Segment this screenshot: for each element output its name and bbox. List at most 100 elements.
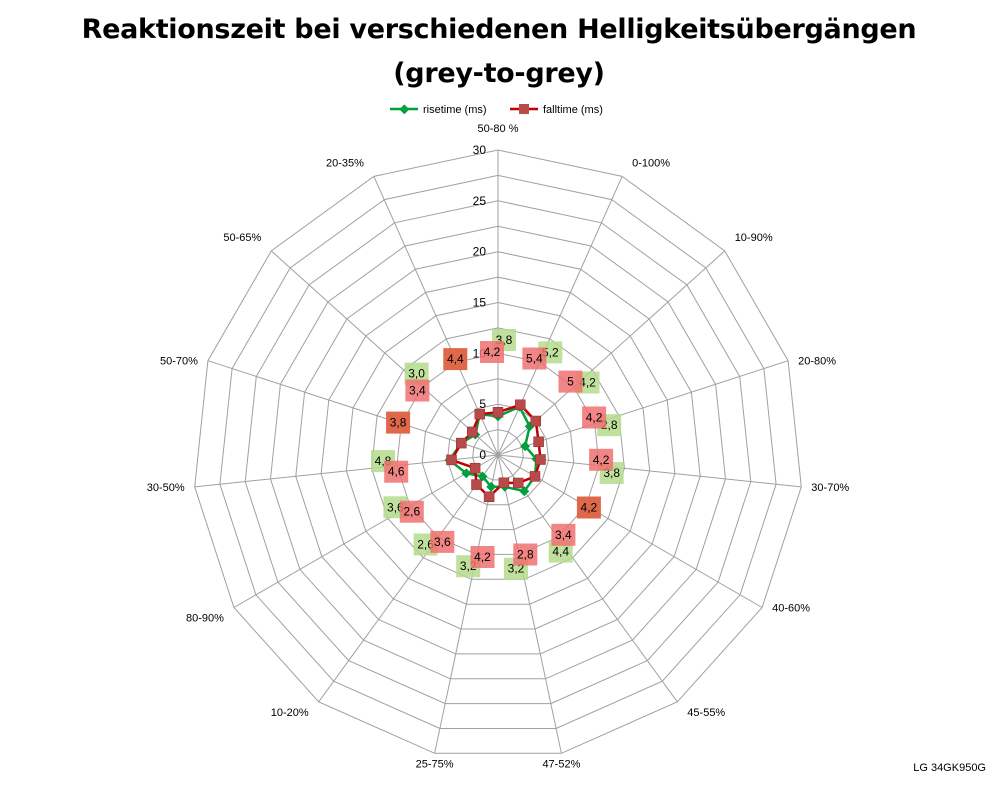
- legend-marker: [399, 104, 410, 115]
- data-point: [471, 479, 482, 490]
- grid-spoke: [497, 360, 789, 456]
- data-label: 4,2: [586, 411, 603, 425]
- data-label-bg: [384, 460, 409, 483]
- grid-spoke: [207, 360, 499, 456]
- category-label: 10-20%: [271, 707, 309, 719]
- legend: risetime (ms) falltime (ms): [390, 104, 603, 116]
- grid-ring: [219, 174, 777, 729]
- data-label: 4,4: [447, 352, 464, 366]
- radial-tick-label: 20: [473, 245, 487, 259]
- data-label-bg: [589, 448, 614, 471]
- grid-spoke: [497, 454, 562, 754]
- legend-label: risetime (ms): [423, 104, 487, 116]
- data-point: [535, 454, 546, 465]
- radial-tick-label: 25: [473, 194, 487, 208]
- grid-ring: [421, 378, 575, 531]
- grid-ring: [371, 327, 625, 580]
- grid-spoke: [318, 454, 499, 703]
- data-label: 3,4: [409, 384, 426, 398]
- data-label: 2,8: [517, 548, 534, 562]
- grid-spoke: [497, 454, 802, 488]
- grid-spoke: [373, 176, 499, 456]
- category-labels: 50-80 % 0-100% 10-90% 20-80% 30-70% 40-60% 45-…: [147, 123, 850, 770]
- grid-ring: [295, 251, 701, 655]
- data-point: [483, 491, 495, 503]
- data-label: 2,6: [417, 538, 434, 552]
- data-label: 4,2: [581, 501, 598, 515]
- data-point: [533, 436, 544, 448]
- data-label-bg: [513, 543, 538, 566]
- data-point: [515, 399, 526, 411]
- chart-title-line-1: Reaktionszeit bei verschiedenen Helligke…: [81, 14, 917, 45]
- series-falltime: [446, 399, 546, 503]
- category-label: 10-90%: [735, 232, 773, 244]
- category-label: 50-70%: [160, 356, 198, 368]
- data-label-bg: [399, 500, 424, 523]
- data-label-bg: [386, 411, 411, 434]
- chart-title-line-2: (grey-to-grey): [393, 58, 605, 89]
- category-label: 20-80%: [798, 356, 836, 368]
- data-point: [456, 437, 467, 449]
- radial-tick-label: 5: [479, 397, 486, 411]
- data-label: 4,4: [552, 545, 569, 559]
- data-label-bg: [430, 530, 455, 553]
- grid-spoke: [497, 454, 763, 608]
- data-label: 4,2: [579, 376, 596, 390]
- data-label: 3,8: [390, 416, 407, 430]
- data-point: [529, 471, 541, 482]
- category-label: 30-50%: [147, 482, 185, 494]
- grid-spoke: [434, 454, 499, 754]
- category-label: 30-70%: [811, 482, 849, 494]
- data-label-bg: [404, 362, 429, 385]
- data-point: [519, 486, 530, 497]
- data-label-bg: [522, 347, 547, 370]
- grid-ring: [269, 225, 727, 680]
- grid-ring: [396, 352, 600, 555]
- grid-ring: [472, 429, 524, 481]
- legend-item-falltime: falltime (ms): [510, 104, 603, 116]
- data-label-bg: [443, 348, 468, 371]
- data-point: [469, 462, 481, 474]
- data-label-bg: [405, 379, 430, 402]
- grid-ring: [446, 403, 550, 506]
- category-label: 45-55%: [687, 707, 725, 719]
- grid-ring: [345, 301, 651, 605]
- data-label: 3,4: [555, 528, 572, 542]
- grid-ring: [320, 276, 676, 630]
- data-point: [486, 481, 497, 492]
- data-point: [474, 408, 486, 420]
- data-point: [461, 468, 472, 479]
- data-point: [530, 415, 542, 427]
- data-point: [520, 441, 531, 452]
- radar-grid: [194, 149, 802, 754]
- data-point: [446, 454, 457, 466]
- series-line: [450, 403, 542, 499]
- category-label: 50-65%: [223, 232, 261, 244]
- data-label: 4,2: [593, 453, 610, 467]
- data-label: 3,0: [408, 367, 425, 381]
- data-label: 2,6: [403, 505, 420, 519]
- data-label-bg: [582, 406, 607, 429]
- category-label: 0-100%: [632, 157, 670, 169]
- grid-ring: [244, 200, 752, 705]
- data-label-bg: [480, 341, 504, 363]
- category-label: 50-80 %: [478, 123, 519, 135]
- radial-tick-label: 30: [473, 143, 487, 157]
- category-label: 80-90%: [186, 613, 224, 625]
- radial-tick-label: 0: [479, 448, 486, 462]
- data-label-bg: [558, 370, 583, 393]
- legend-item-risetime: risetime (ms): [390, 104, 487, 116]
- data-label: 5,4: [526, 352, 543, 366]
- category-label: 47-52%: [542, 758, 580, 770]
- chart-title: Reaktionszeit bei verschiedenen Helligke…: [0, 8, 998, 96]
- data-label-bg: [551, 523, 576, 546]
- data-label-bg: [470, 546, 495, 568]
- data-label-bg: [576, 496, 601, 519]
- data-point: [467, 426, 478, 438]
- grid-spoke: [233, 454, 499, 608]
- category-label: 20-35%: [326, 157, 364, 169]
- data-label: 4,2: [474, 550, 491, 564]
- data-point: [492, 407, 504, 418]
- data-label: 4,6: [388, 465, 405, 479]
- category-label: 40-60%: [772, 603, 810, 615]
